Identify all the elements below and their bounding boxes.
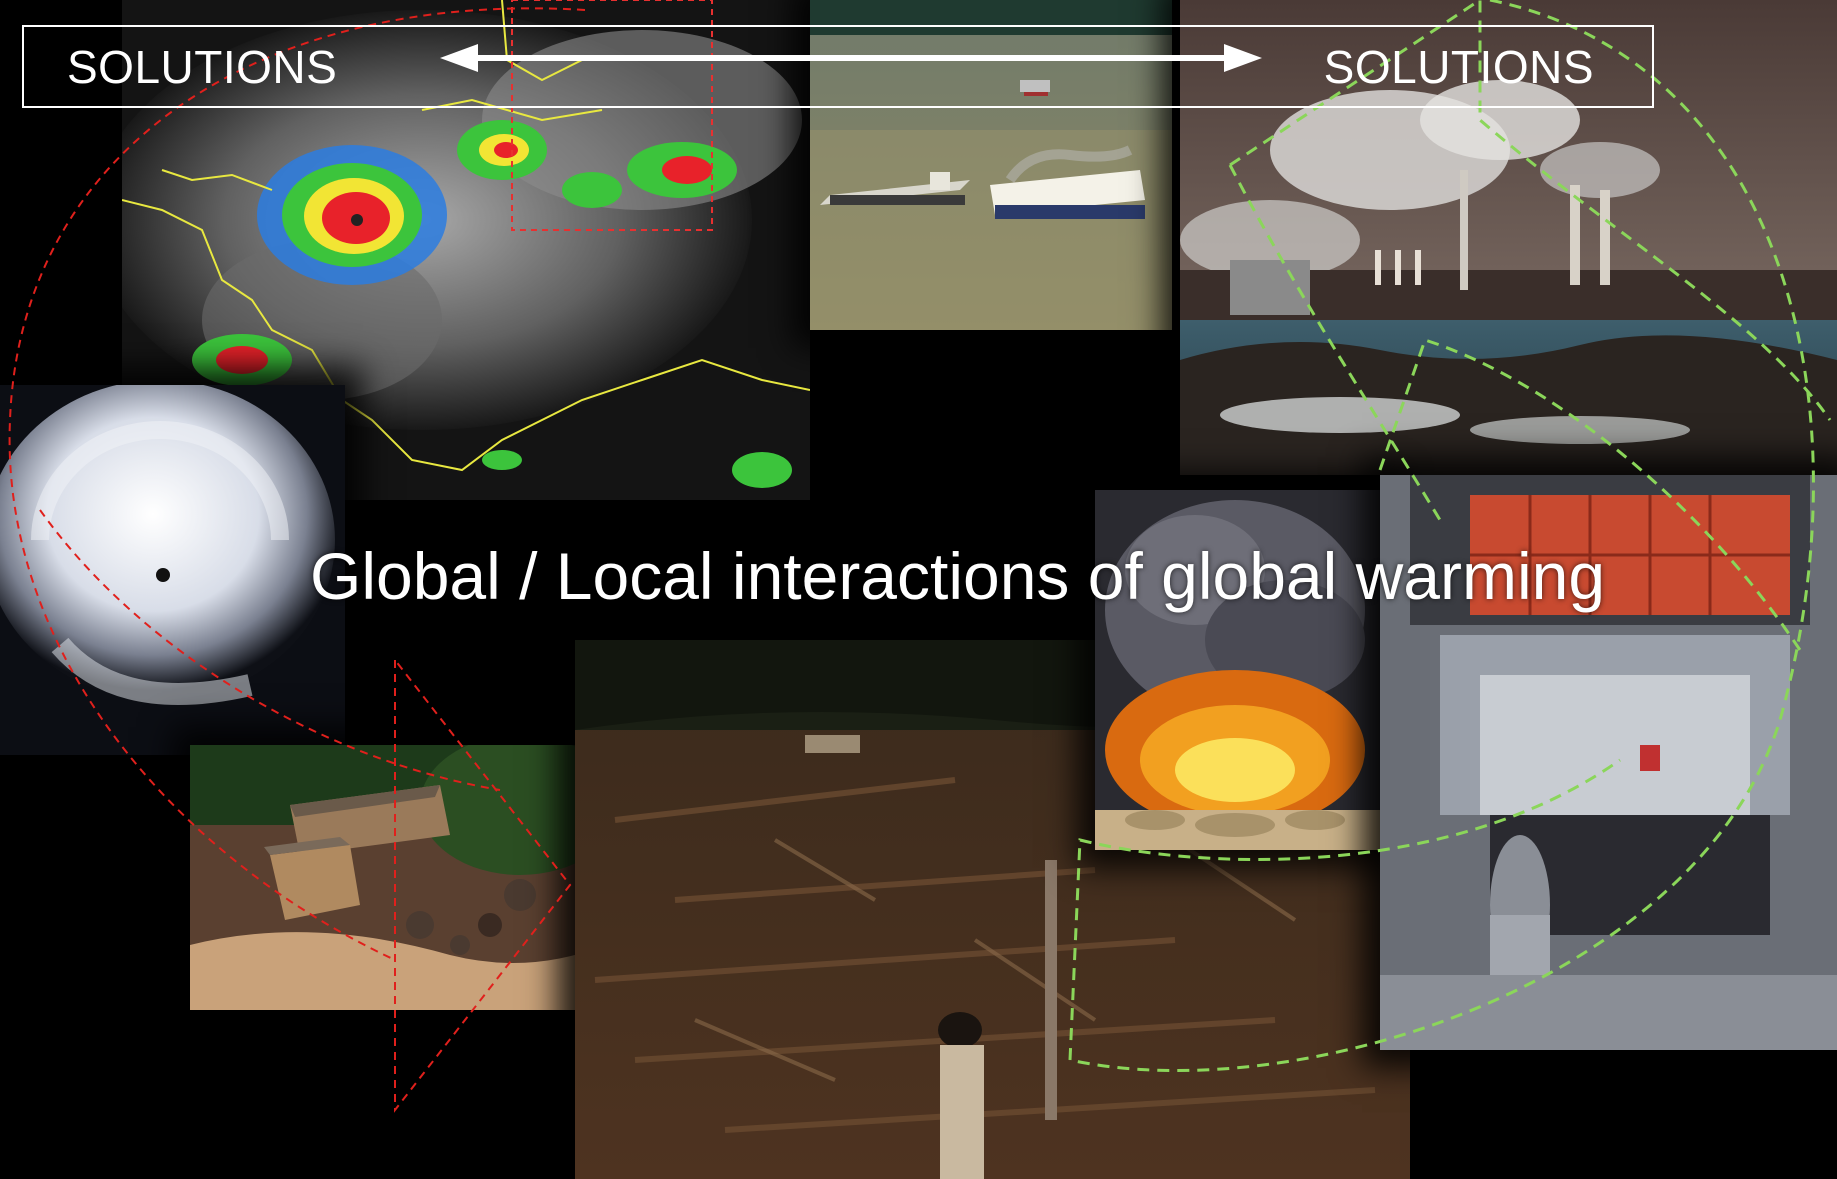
solutions-right-label: SOLUTIONS (1323, 41, 1594, 93)
solutions-left-label: SOLUTIONS (67, 41, 338, 93)
mudslide-houses-image (190, 745, 605, 1010)
solutions-box: SOLUTIONS SOLUTIONS (22, 25, 1654, 108)
slide-title: Global / Local interactions of global wa… (310, 539, 1606, 613)
hurricane-eye-image (0, 385, 345, 755)
